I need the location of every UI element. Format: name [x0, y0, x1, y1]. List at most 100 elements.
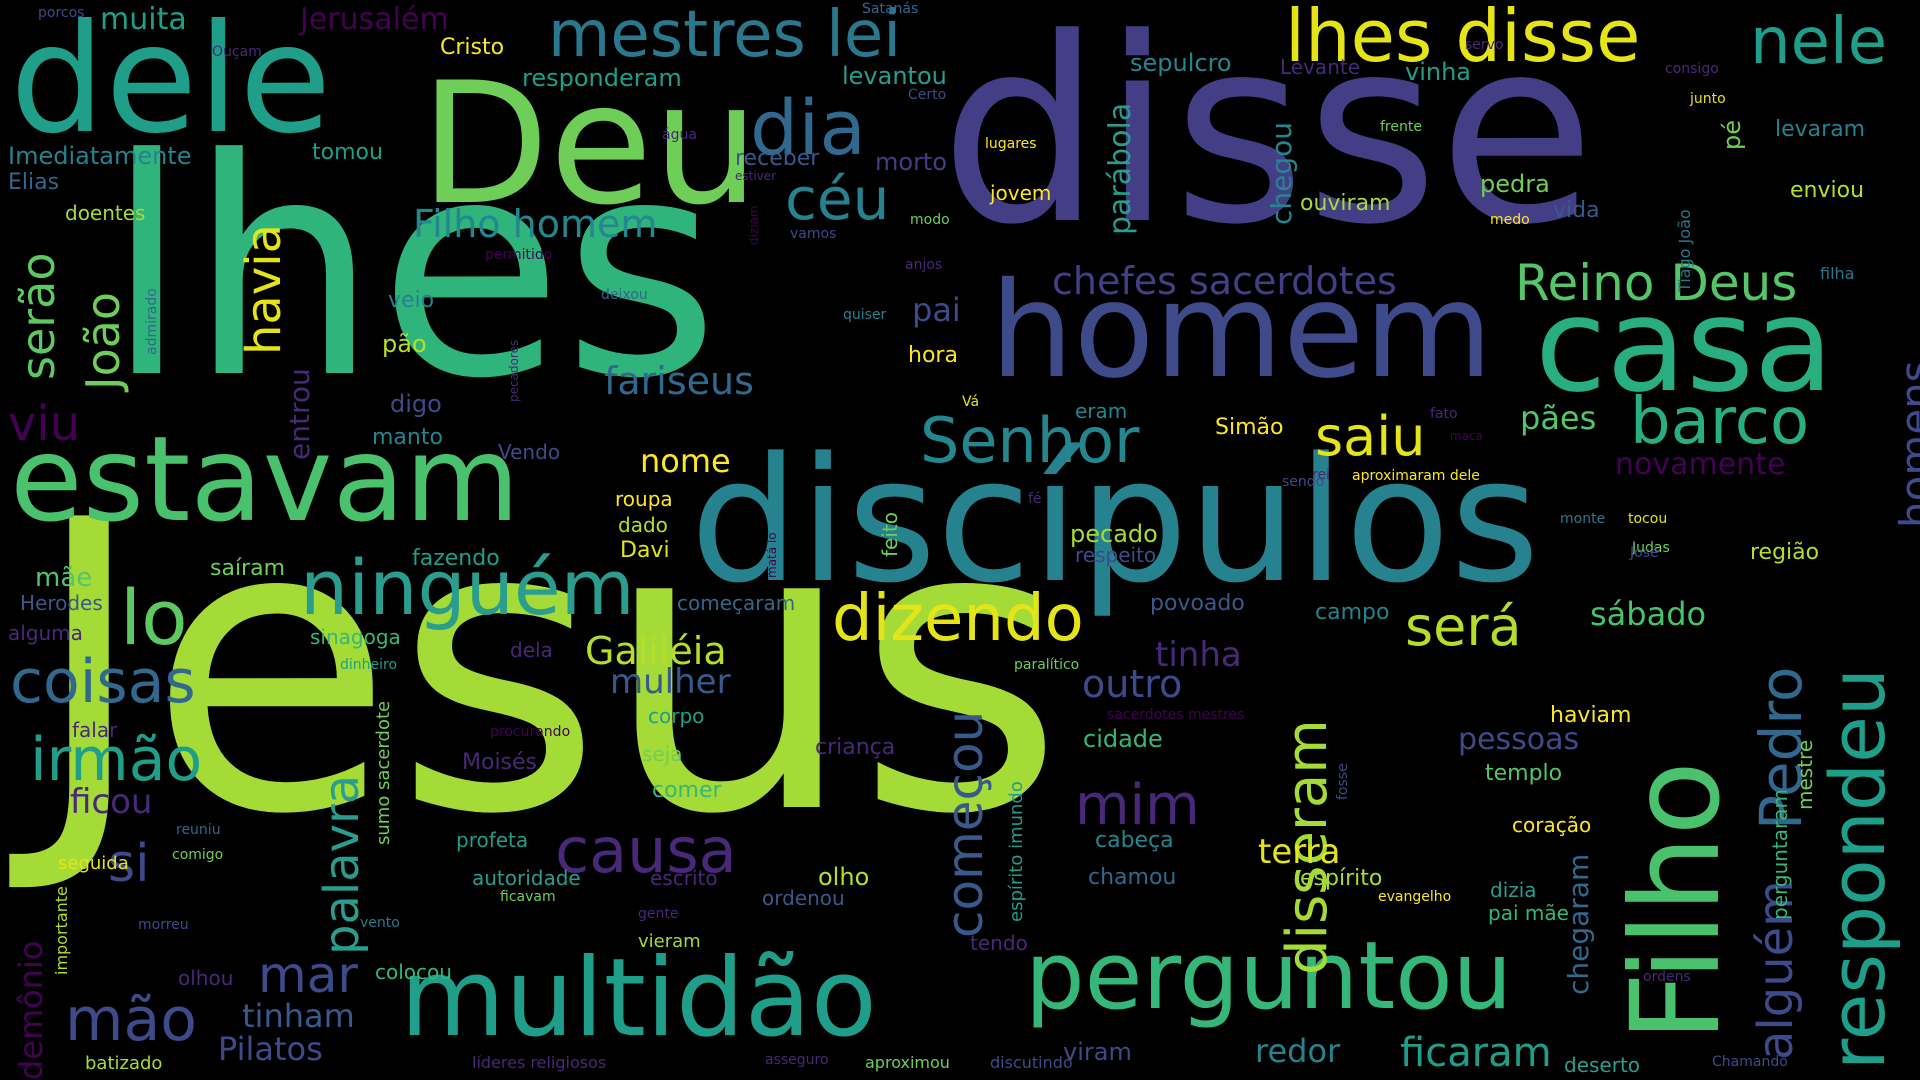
word: viram: [1063, 1038, 1132, 1066]
word: falar: [72, 718, 118, 742]
word: Imediatamente: [8, 142, 192, 170]
word: espírito imundo: [1006, 781, 1027, 922]
word: José: [1630, 545, 1659, 561]
word: fariseus: [604, 359, 754, 403]
word: discípulos: [690, 420, 1540, 621]
word: mão: [65, 985, 197, 1055]
word: entrou: [283, 368, 316, 460]
word: doentes: [65, 201, 146, 225]
word: vieram: [638, 931, 701, 952]
word: barco: [1630, 385, 1810, 459]
word: Jerusalém: [300, 2, 449, 37]
word: mim: [1075, 773, 1200, 838]
word: Jesus: [30, 437, 1065, 902]
word: fé: [1028, 491, 1042, 507]
word: morreu: [138, 917, 189, 933]
word: céu: [785, 165, 890, 233]
word: mulher: [610, 662, 731, 702]
word: porcos: [38, 5, 85, 21]
word: Senhor: [920, 404, 1140, 477]
word: criança: [815, 735, 896, 760]
word: Ouçam: [212, 44, 262, 60]
word: mestres lei: [548, 0, 902, 72]
word: Moisés: [462, 750, 538, 775]
word: pão: [382, 330, 427, 358]
word: reuniu: [176, 822, 221, 838]
word: ficavam: [500, 889, 556, 905]
word: asseguro: [765, 1052, 829, 1068]
word: nome: [640, 442, 731, 480]
word: Reino Deus: [1515, 254, 1798, 312]
word: frente: [1380, 119, 1422, 135]
word: campo: [1315, 600, 1390, 625]
word: digo: [390, 390, 442, 418]
word: espírito: [1300, 866, 1383, 891]
word: saiu: [1315, 405, 1426, 468]
word: dinheiro: [340, 657, 398, 673]
word: ordenou: [762, 886, 845, 910]
word: anjos: [905, 257, 943, 273]
word: alguma: [8, 621, 83, 645]
word: Filho homem: [413, 202, 658, 246]
word: lhes: [105, 95, 720, 444]
word: começaram: [677, 591, 796, 615]
word: permitido: [485, 247, 553, 263]
word: batizado: [85, 1053, 163, 1074]
word: admirado: [144, 288, 160, 355]
word: evangelho: [1378, 889, 1452, 905]
word: levantou: [842, 62, 947, 90]
word: seja: [642, 742, 683, 766]
word: si: [108, 834, 150, 894]
word: demônio: [12, 940, 50, 1080]
word: povoado: [1150, 591, 1245, 616]
word: dela: [510, 638, 553, 662]
word: eram: [1075, 399, 1128, 423]
word: corpo: [648, 704, 705, 728]
word: levaram: [1775, 117, 1866, 142]
word: lugares: [985, 136, 1037, 152]
word: vento: [360, 915, 400, 931]
word: dado: [618, 513, 668, 537]
word: sábado: [1590, 595, 1707, 633]
word: Elias: [8, 170, 60, 195]
word: mãe: [35, 563, 93, 593]
word: roupa: [615, 487, 673, 511]
word: pães: [1520, 399, 1597, 437]
word: muita: [100, 2, 187, 37]
word: parábola: [1103, 102, 1138, 235]
word: saíram: [210, 556, 286, 581]
word: seguida: [58, 853, 129, 874]
word: medo: [1490, 212, 1530, 228]
word: região: [1750, 540, 1820, 565]
word: fosse: [1335, 763, 1351, 800]
word: João: [76, 291, 130, 390]
word: quiser: [843, 307, 887, 323]
word: veio: [388, 288, 435, 313]
word: maca: [1450, 429, 1483, 443]
word: Vá: [962, 394, 980, 410]
word: fazendo: [412, 546, 500, 571]
word: templo: [1485, 761, 1563, 786]
word: monte: [1560, 511, 1606, 527]
word: disse: [940, 0, 1596, 281]
word: chefes sacerdotes: [1052, 259, 1397, 303]
word: hora: [908, 343, 958, 368]
word: homem: [990, 254, 1493, 408]
word: ordens: [1643, 969, 1691, 985]
word: importante: [52, 886, 71, 975]
word: perguntou: [1025, 922, 1513, 1031]
word: tinham: [242, 997, 355, 1035]
word: aproximaram dele: [1352, 468, 1480, 484]
word: chegou: [1265, 121, 1298, 225]
word: dizia: [1490, 878, 1537, 902]
word: viu: [8, 396, 81, 452]
word: Deu: [420, 46, 760, 242]
word: profeta: [456, 828, 529, 852]
word: sacerdotes mestres: [1107, 707, 1245, 723]
word: líderes religiosos: [472, 1053, 607, 1072]
word: responderam: [522, 64, 682, 92]
word: pessoas: [1458, 722, 1580, 757]
word: Certo: [908, 87, 947, 103]
word: fato: [1430, 406, 1458, 422]
word: homens: [1891, 360, 1920, 528]
